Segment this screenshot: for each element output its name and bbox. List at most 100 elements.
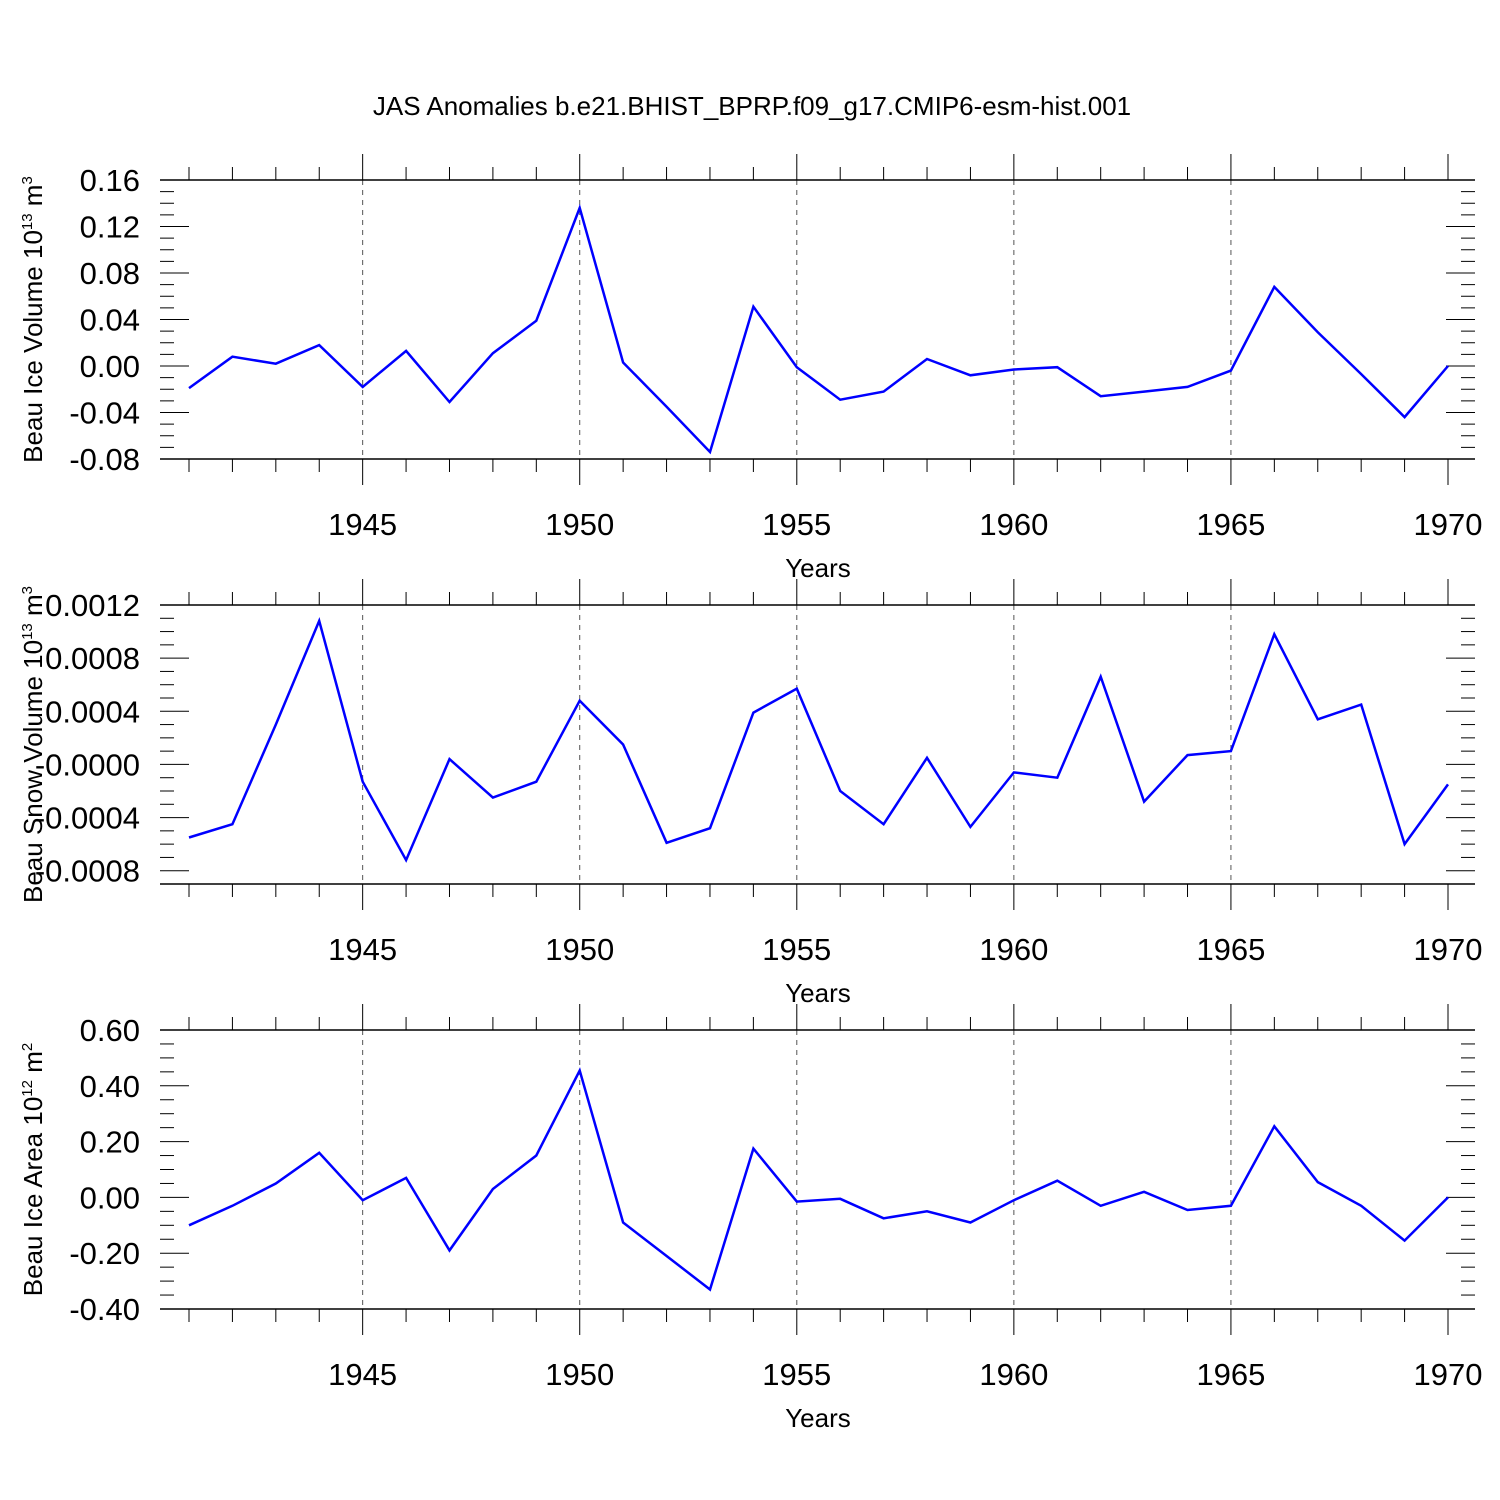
data-point	[318, 1152, 320, 1154]
data-point	[1447, 365, 1449, 367]
data-point	[1230, 370, 1232, 372]
data-point	[666, 842, 668, 844]
y-tick-label: 0.0004	[45, 694, 140, 729]
data-point	[535, 781, 537, 783]
data-point	[188, 1224, 190, 1226]
data-point	[839, 1198, 841, 1200]
data-point	[362, 386, 364, 388]
data-point	[188, 387, 190, 389]
data-point	[579, 1069, 581, 1071]
data-point	[1360, 1205, 1362, 1207]
data-point	[1056, 1180, 1058, 1182]
data-point	[1317, 1181, 1319, 1183]
y-tick-label: -0.0004	[35, 801, 140, 836]
data-point	[969, 1222, 971, 1224]
data-point	[926, 1210, 928, 1212]
data-point	[231, 356, 233, 358]
data-point	[405, 350, 407, 352]
data-point	[622, 362, 624, 364]
y-axis-label: Beau Snow Volume 1013 m3	[18, 586, 48, 903]
data-point	[883, 1217, 885, 1219]
data-point	[275, 724, 277, 726]
data-point	[1013, 368, 1015, 370]
data-point	[492, 352, 494, 354]
data-point	[448, 758, 450, 760]
data-point	[796, 1201, 798, 1203]
data-point	[362, 781, 364, 783]
x-tick-label: 1945	[328, 1357, 397, 1392]
data-point	[839, 790, 841, 792]
data-point	[1404, 416, 1406, 418]
data-point	[448, 401, 450, 403]
data-point	[275, 363, 277, 365]
data-point	[1187, 386, 1189, 388]
data-point	[405, 1177, 407, 1179]
data-point	[275, 1182, 277, 1184]
x-tick-label: 1960	[979, 1357, 1048, 1392]
data-point	[1317, 718, 1319, 720]
data-point	[1360, 373, 1362, 375]
data-point	[1404, 843, 1406, 845]
data-point	[622, 744, 624, 746]
panel-2: -0.0008 -0.0004 -0.0000 0.0004 0.0008 0.0012 1…	[18, 579, 1482, 1008]
x-axis-label: Years	[785, 1403, 851, 1433]
data-point	[318, 620, 320, 622]
data-point	[1143, 391, 1145, 393]
data-point	[1273, 1125, 1275, 1127]
data-point	[1013, 771, 1015, 773]
y-tick-label: -0.0000	[35, 747, 140, 782]
x-tick-label: 1945	[328, 932, 397, 967]
data-point	[796, 366, 798, 368]
data-point	[448, 1249, 450, 1251]
y-tick-label: 0.00	[80, 1180, 140, 1215]
data-point	[752, 1148, 754, 1150]
x-tick-label: 1950	[545, 507, 614, 542]
data-point	[318, 344, 320, 346]
y-tick-label: 0.16	[80, 163, 140, 198]
data-point	[969, 826, 971, 828]
data-point	[709, 451, 711, 453]
data-point	[666, 1255, 668, 1257]
y-tick-label: 0.04	[80, 303, 140, 338]
data-point	[1056, 777, 1058, 779]
data-point	[362, 1199, 364, 1201]
y-tick-label: -0.40	[69, 1292, 140, 1327]
data-point	[752, 306, 754, 308]
y-tick-label: -0.0008	[35, 854, 140, 889]
x-tick-label: 1970	[1414, 507, 1483, 542]
y-tick-label: 0.20	[80, 1125, 140, 1160]
data-point	[839, 399, 841, 401]
y-tick-label: 0.0012	[45, 588, 140, 623]
data-point	[926, 358, 928, 360]
data-point	[1273, 633, 1275, 635]
data-point	[709, 1288, 711, 1290]
y-tick-label: 0.00	[80, 349, 140, 384]
data-point	[709, 827, 711, 829]
data-point	[1273, 286, 1275, 288]
data-point	[1056, 366, 1058, 368]
x-tick-label: 1950	[545, 1357, 614, 1392]
data-point	[1360, 704, 1362, 706]
data-point	[969, 374, 971, 376]
y-axis-label: Beau Ice Area 1012 m2	[18, 1043, 48, 1296]
chart-title: JAS Anomalies b.e21.BHIST_BPRP.f09_g17.C…	[373, 91, 1131, 121]
data-point	[535, 320, 537, 322]
y-tick-label: -0.04	[69, 396, 140, 431]
series-line	[188, 203, 1449, 455]
y-tick-label: 0.40	[80, 1069, 140, 1104]
data-point	[1230, 750, 1232, 752]
x-tick-label: 1955	[762, 1357, 831, 1392]
data-point	[1143, 1191, 1145, 1193]
y-tick-label: -0.20	[69, 1236, 140, 1271]
data-point	[1447, 783, 1449, 785]
data-point	[1317, 331, 1319, 333]
data-point	[405, 859, 407, 861]
x-tick-label: 1955	[762, 507, 831, 542]
data-point	[1404, 1240, 1406, 1242]
data-point	[231, 1205, 233, 1207]
data-point	[926, 757, 928, 759]
x-axis-label: Years	[785, 978, 851, 1008]
data-point	[752, 712, 754, 714]
data-point	[1143, 801, 1145, 803]
